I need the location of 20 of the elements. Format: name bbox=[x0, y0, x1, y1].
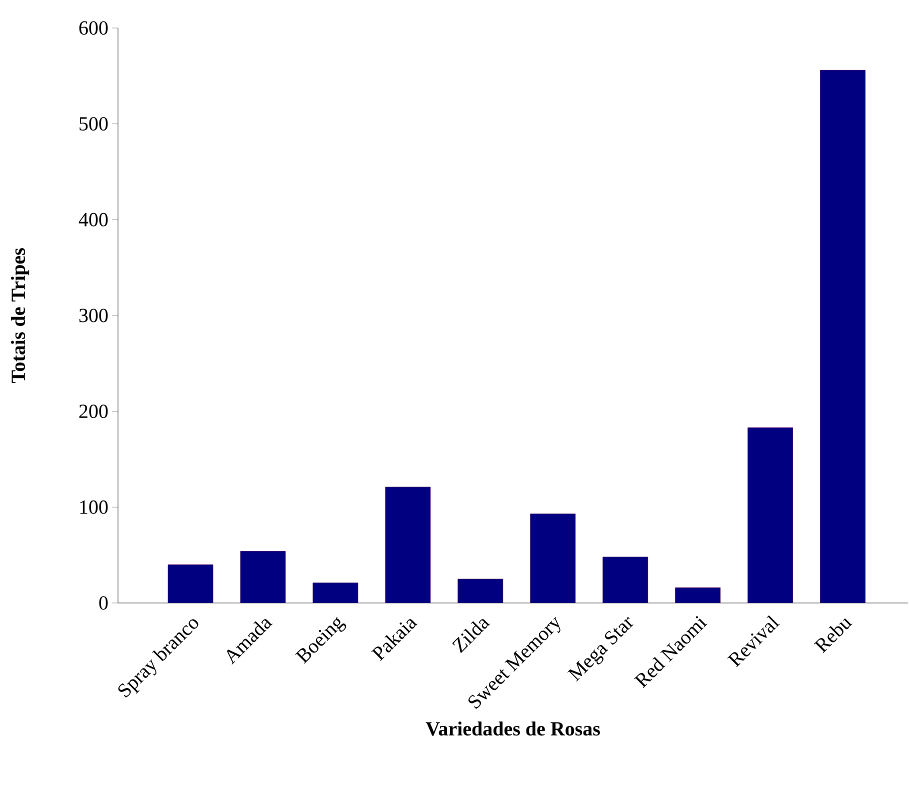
bar bbox=[602, 556, 648, 603]
y-tick-label: 200 bbox=[79, 404, 108, 418]
bar bbox=[240, 551, 286, 603]
bar bbox=[385, 486, 431, 603]
bar bbox=[820, 70, 866, 603]
bar bbox=[458, 578, 504, 603]
y-tick-label: 500 bbox=[80, 117, 108, 131]
bar bbox=[168, 564, 214, 603]
bar bbox=[530, 514, 576, 603]
y-tick-label: 600 bbox=[79, 21, 108, 35]
bar bbox=[748, 427, 794, 603]
bar bbox=[312, 582, 358, 603]
y-tick-label: 0 bbox=[99, 596, 108, 610]
y-tick-label: 100 bbox=[80, 500, 108, 514]
x-tick-label: Zilda bbox=[452, 619, 490, 653]
bar bbox=[675, 587, 721, 603]
x-axis-title: Variedades de Rosas bbox=[426, 722, 600, 736]
y-tick-label: 300 bbox=[79, 308, 108, 322]
y-axis-title: Totais de Tripes bbox=[10, 248, 30, 383]
y-tick-label: 400 bbox=[78, 212, 108, 226]
